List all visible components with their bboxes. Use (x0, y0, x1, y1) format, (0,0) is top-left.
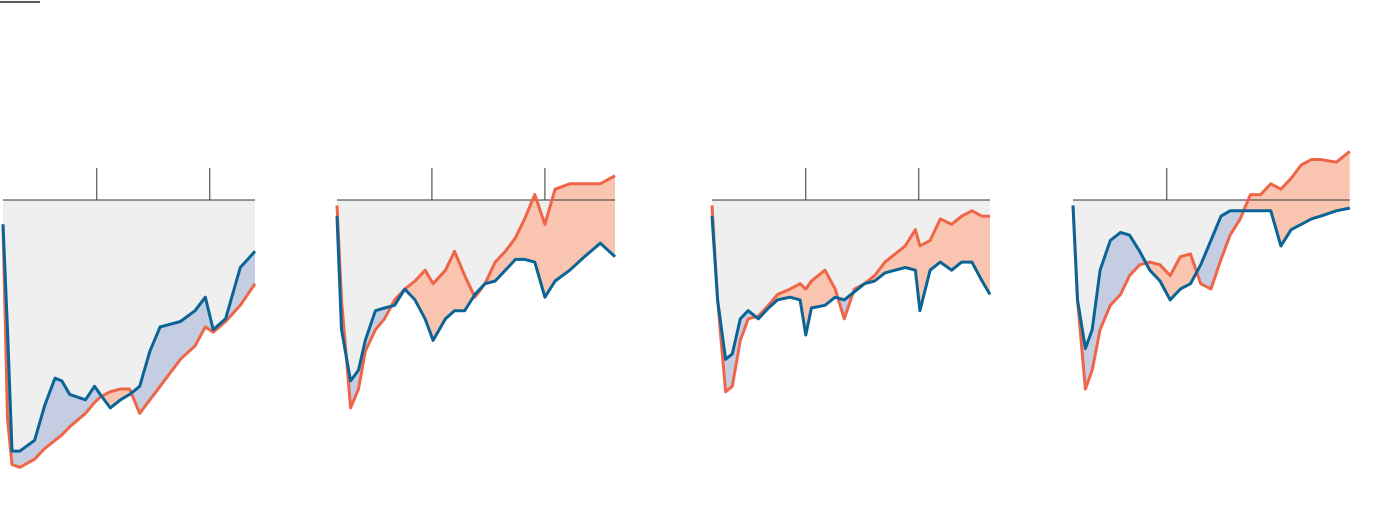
series-line (710, 205, 990, 394)
series-line (1071, 150, 1351, 391)
series-line (710, 216, 992, 361)
series-line (1, 224, 257, 453)
band-fill (337, 175, 615, 381)
panel (335, 168, 617, 410)
panel (1071, 150, 1351, 391)
band-fill (3, 224, 255, 468)
panel (710, 168, 992, 394)
series-line (335, 174, 616, 410)
series-line (1, 224, 257, 469)
panel (1, 168, 257, 469)
series-line (1071, 205, 1351, 350)
series-line (335, 216, 617, 383)
